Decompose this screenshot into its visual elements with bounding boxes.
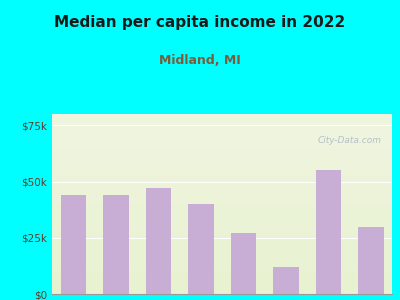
Text: City-Data.com: City-Data.com bbox=[318, 136, 382, 145]
Bar bbox=[188, 204, 214, 294]
Bar bbox=[230, 233, 256, 294]
Bar bbox=[316, 170, 341, 294]
Bar bbox=[146, 188, 171, 294]
Bar bbox=[60, 195, 86, 294]
Text: Median per capita income in 2022: Median per capita income in 2022 bbox=[54, 15, 346, 30]
Bar bbox=[358, 226, 384, 294]
Bar bbox=[273, 267, 298, 294]
Bar bbox=[103, 195, 128, 294]
Text: Midland, MI: Midland, MI bbox=[159, 54, 241, 67]
